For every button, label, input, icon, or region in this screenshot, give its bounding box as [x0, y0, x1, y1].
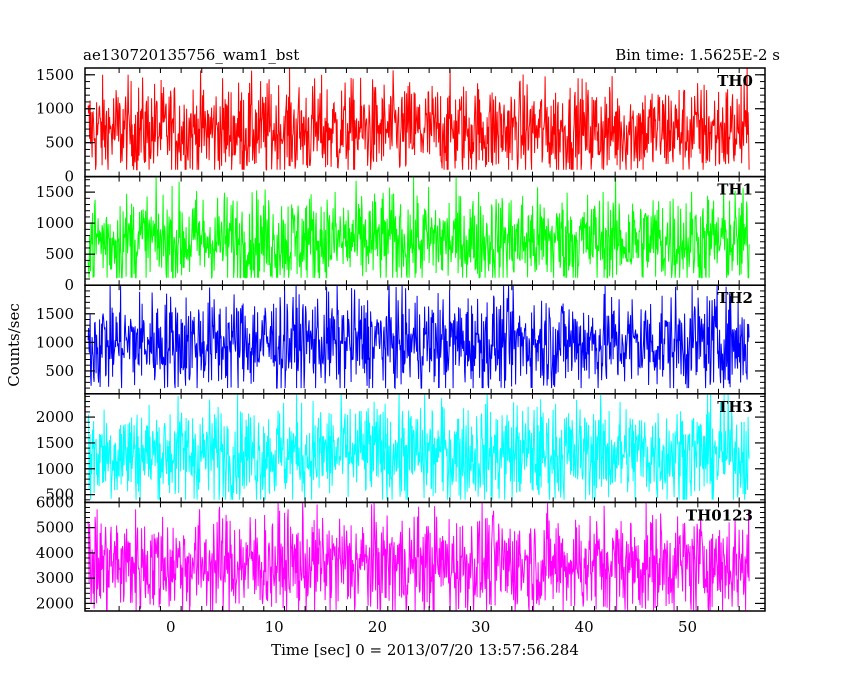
x-tick-label: 40: [575, 618, 594, 636]
y-tick-label: 2000: [36, 408, 74, 426]
y-tick-label: 500: [45, 134, 74, 152]
chart-title-left: ae130720135756_wam1_bst: [83, 46, 299, 64]
y-tick-label: 0: [64, 168, 74, 186]
y-tick-label: 1000: [36, 214, 74, 232]
panel-th2: 500 1000 1500 TH2: [36, 284, 766, 395]
y-tick-label: 6000: [36, 493, 74, 511]
y-tick-label: 1500: [36, 434, 74, 452]
y-tick-label: 1500: [36, 66, 74, 84]
x-tick-label: 0: [166, 618, 176, 636]
series-name-label: TH0: [717, 72, 753, 90]
x-tick-label: 10: [265, 618, 284, 636]
x-tick-label: 30: [471, 618, 490, 636]
y-tick-label: 1000: [36, 460, 74, 478]
series-line-th3: [87, 393, 750, 500]
y-axis-label: Counts/sec: [5, 303, 23, 387]
y-tick-label: 1000: [36, 100, 74, 118]
series-line-th1: [87, 176, 750, 279]
panel-th3: 500 1000 1500 2000 TH3: [36, 393, 766, 504]
y-tick-label: 4000: [36, 544, 74, 562]
x-tick-label: 20: [368, 618, 387, 636]
series-name-label: TH3: [717, 398, 753, 416]
series-line-th0123: [87, 502, 750, 612]
panel-th0123: 2000 3000 4000 5000 6000 TH0123: [36, 493, 766, 612]
x-axis-label: Time [sec] 0 = 2013/07/20 13:57:56.284: [271, 641, 579, 659]
y-tick-label: 5000: [36, 519, 74, 537]
y-tick-label: 500: [45, 362, 74, 380]
series-name-label: TH1: [717, 181, 753, 199]
panel-frame: [84, 501, 766, 612]
y-tick-label: 3000: [36, 569, 74, 587]
panel-th0: 0 500 1000 1500 TH0: [36, 66, 766, 186]
series-line-th0: [87, 67, 750, 171]
y-tick-label: 500: [45, 486, 74, 504]
y-tick-label: 500: [45, 245, 74, 263]
series-name-label: TH2: [717, 289, 753, 307]
chart-title-right: Bin time: 1.5625E-2 s: [615, 46, 780, 64]
y-tick-label: 1500: [36, 183, 74, 201]
x-tick-label: 50: [678, 618, 697, 636]
y-tick-label: 2000: [36, 594, 74, 612]
series-line-th2: [87, 285, 750, 390]
y-tick-label: 1000: [36, 333, 74, 351]
panel-th1: 0 500 1000 1500 TH1: [36, 175, 766, 294]
series-name-label: TH0123: [686, 506, 753, 524]
y-tick-label: 1500: [36, 305, 74, 323]
y-tick-label: 0: [64, 276, 74, 294]
